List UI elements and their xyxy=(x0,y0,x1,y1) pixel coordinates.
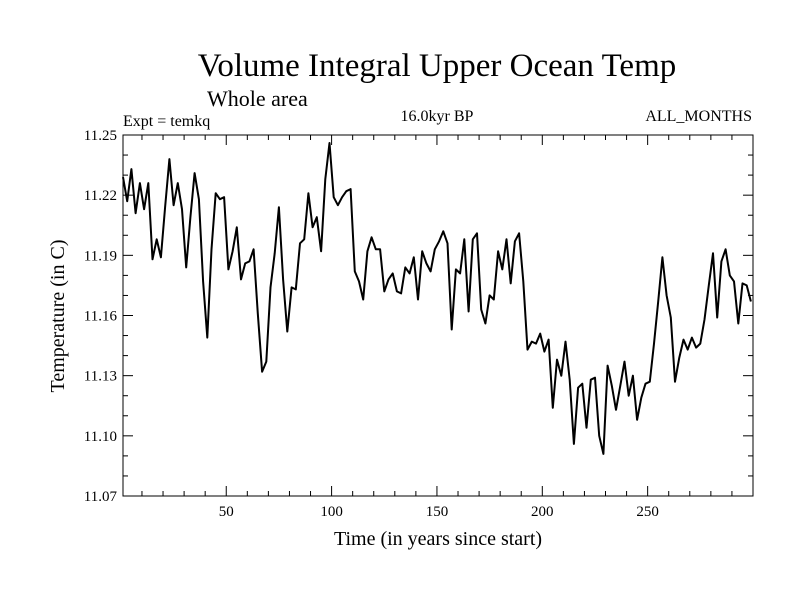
months-label: ALL_MONTHS xyxy=(645,108,752,125)
y-tick-label: 11.25 xyxy=(84,128,117,144)
temperature-series-line xyxy=(122,142,752,455)
y-tick-labels: 11.07 11.10 11.13 11.16 11.19 11.22 11.25 xyxy=(84,128,118,505)
axis-ticks xyxy=(123,134,753,497)
chart-title: Volume Integral Upper Ocean Temp xyxy=(198,48,676,84)
x-tick-label: 200 xyxy=(531,504,554,520)
x-tick-label: 50 xyxy=(219,504,234,520)
x-tick-label: 250 xyxy=(636,504,659,520)
period-label: 16.0kyr BP xyxy=(401,108,474,125)
y-tick-label: 11.13 xyxy=(84,369,117,385)
y-tick-label: 11.16 xyxy=(84,309,118,325)
x-axis-label: Time (in years since start) xyxy=(334,528,542,550)
y-axis-label: Temperature (in C) xyxy=(47,240,69,393)
y-tick-label: 11.07 xyxy=(84,489,118,505)
y-tick-label: 11.22 xyxy=(84,188,117,204)
y-tick-label: 11.19 xyxy=(84,248,117,264)
experiment-label: Expt = temkq xyxy=(123,113,210,130)
x-tick-labels: 50 100 150 200 250 xyxy=(219,504,659,520)
x-tick-label: 100 xyxy=(320,504,343,520)
chart-subtitle: Whole area xyxy=(207,86,308,111)
y-tick-label: 11.10 xyxy=(84,429,117,445)
x-tick-label: 150 xyxy=(426,504,449,520)
